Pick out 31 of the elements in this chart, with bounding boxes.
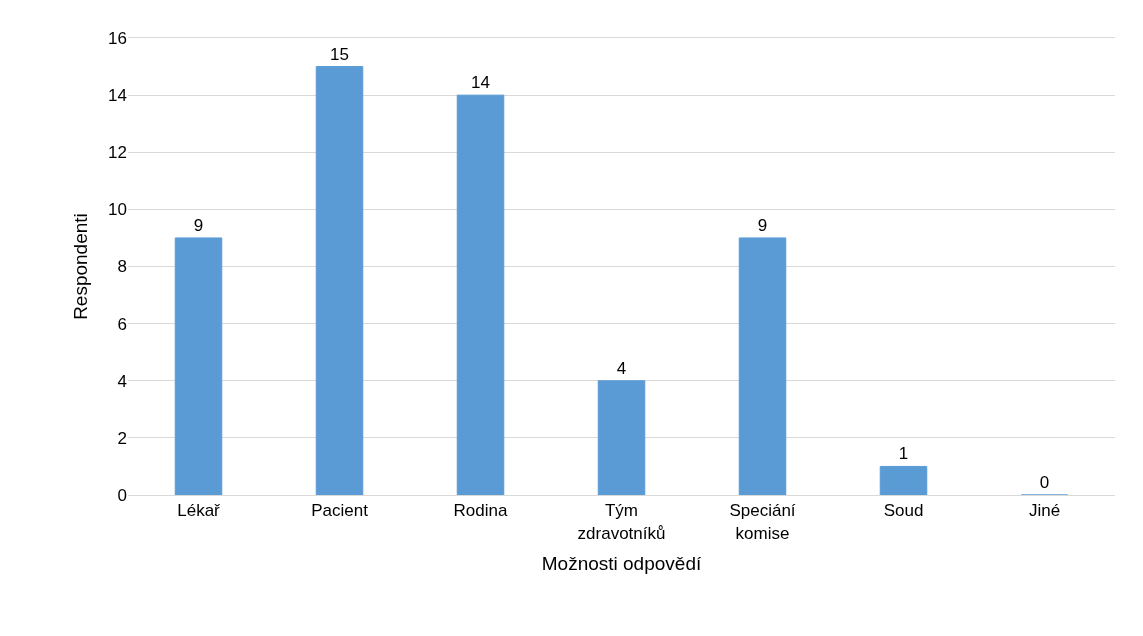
x-tick-label: Soud: [883, 501, 924, 521]
bar: [879, 465, 928, 495]
y-axis-title: Respondenti: [69, 213, 91, 320]
data-label: 15: [330, 44, 349, 64]
y-tick-label: 10: [108, 200, 127, 220]
x-tick-label: Rodina: [453, 501, 508, 521]
y-tick-label: 8: [117, 257, 127, 277]
data-label: 14: [471, 73, 490, 93]
bar: [738, 237, 787, 495]
y-tick-label: 2: [117, 428, 127, 448]
y-tick-label: 4: [117, 371, 127, 391]
x-axis-title: Možnosti odpovědí: [541, 553, 702, 575]
bar: [174, 237, 223, 495]
x-tick-label: Pacient: [311, 501, 369, 521]
bar: [597, 380, 646, 495]
y-tick-label: 16: [108, 28, 127, 48]
x-tick-label: Tým zdravotníků: [577, 501, 666, 543]
x-tick-label: Jiné: [1028, 501, 1061, 521]
y-tick-label: 14: [108, 86, 127, 106]
y-tick-label: 6: [117, 314, 127, 334]
x-tick-label: Lékař: [177, 501, 221, 521]
bar: [315, 66, 364, 495]
data-label: 9: [757, 215, 768, 235]
data-label: 1: [898, 444, 909, 464]
data-label: 0: [1039, 473, 1050, 492]
data-label: 4: [616, 358, 627, 378]
y-tick-label: 12: [108, 143, 127, 163]
x-tick-label: Speciání komise: [729, 501, 796, 543]
bar: [456, 94, 505, 495]
data-label: 9: [193, 215, 204, 235]
y-tick-label: 0: [117, 485, 127, 505]
